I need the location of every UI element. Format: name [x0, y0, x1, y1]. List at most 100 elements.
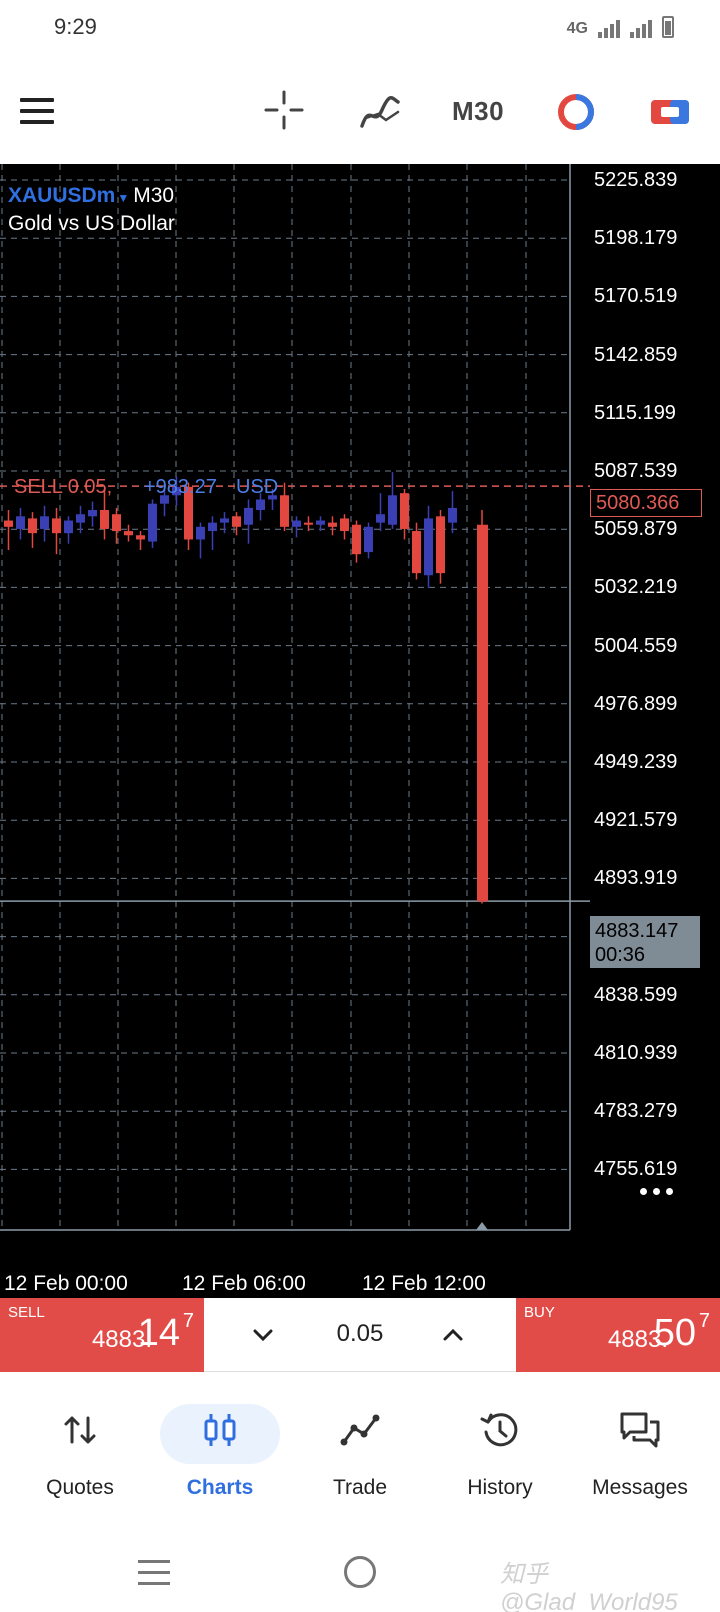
candle-body [388, 495, 397, 525]
buy-price-big: 50 [653, 1312, 696, 1354]
sell-price-sup: 7 [182, 1310, 194, 1332]
candle-body [328, 522, 337, 527]
system-navigation-bar: 知乎 @Glad_World95 [0, 1518, 720, 1612]
bottom-navigation: Quotes Charts Trade [0, 1372, 720, 1518]
watermark: 知乎 @Glad_World95 [500, 1561, 678, 1612]
price-tick-label: 5142.859 [594, 343, 678, 366]
nav-messages-label: Messages [592, 1476, 688, 1499]
nav-quotes[interactable]: Quotes [8, 1372, 152, 1518]
timeframe-button[interactable]: M30 [452, 96, 505, 126]
trade-bar: SELL 4883. 14 7 0.05 BUY 4883. 50 7 [0, 1298, 720, 1372]
chart-timeframe: M30 [133, 184, 175, 207]
candle-body [256, 499, 265, 511]
sort-arrows-icon [64, 1416, 96, 1444]
candle-body [88, 510, 97, 517]
nav-charts-label: Charts [186, 1476, 254, 1499]
candle-body [16, 516, 25, 529]
price-tick-label: 5032.219 [594, 576, 678, 599]
home-icon[interactable] [344, 1556, 376, 1588]
candle-body [76, 514, 85, 523]
candle-body [208, 522, 217, 532]
recent-apps-icon[interactable] [138, 1560, 170, 1586]
price-tick-label: 4921.579 [594, 809, 678, 832]
battery-icon [662, 16, 674, 38]
price-tick-label: 4755.619 [594, 1158, 678, 1181]
current-price: 4883.147 [595, 920, 679, 942]
candle-body [268, 495, 277, 500]
history-icon [480, 1413, 518, 1447]
candle-body [124, 531, 133, 536]
candle-body [136, 535, 145, 540]
price-tick-label: 5115.199 [594, 401, 676, 424]
candle-body [172, 486, 181, 496]
price-tick-label: 4893.919 [594, 867, 678, 890]
candle-body [424, 518, 433, 576]
chart-symbol-line[interactable]: XAUUSDm ▼ M30 [8, 184, 174, 208]
nav-history-label: History [467, 1476, 533, 1499]
chart-canvas[interactable] [0, 164, 720, 1298]
theme-icon[interactable] [556, 92, 596, 132]
candle-body [112, 514, 121, 532]
candle-body [64, 520, 73, 534]
current-bar-marker [476, 1222, 488, 1230]
buy-label: BUY [524, 1304, 555, 1321]
candle-body [412, 531, 421, 574]
price-tick-label: 4838.599 [594, 983, 678, 1006]
nav-trade[interactable]: Trade [288, 1372, 432, 1518]
chart-toolbar: M30 [0, 60, 720, 164]
candle-body [292, 520, 301, 527]
candle-body [316, 520, 325, 525]
sell-button[interactable]: SELL 4883. 14 7 [0, 1298, 204, 1372]
trend-line-icon [340, 1414, 380, 1446]
candle-body [352, 524, 361, 555]
network-type: 4G [566, 20, 588, 37]
candle-body [184, 486, 193, 540]
chart-symbol[interactable]: XAUUSDm [8, 184, 116, 207]
chevron-down-icon[interactable] [248, 1322, 278, 1348]
candle-body [52, 518, 61, 534]
candle-body [40, 516, 49, 529]
bar-countdown: 00:36 [595, 944, 646, 966]
order-profit: +983.27 [144, 476, 217, 498]
price-tick-label: 4810.939 [594, 1042, 678, 1064]
candle-body [304, 522, 313, 525]
chart-symbol-description: Gold vs US Dollar [8, 212, 175, 235]
buy-button[interactable]: BUY 4883. 50 7 [516, 1298, 720, 1372]
candle-body [4, 520, 13, 527]
price-tick-label: 4783.279 [594, 1100, 678, 1123]
candle-body [448, 507, 457, 523]
price-tick-label: 5087.539 [594, 460, 678, 482]
candle-body [376, 514, 385, 523]
lot-value[interactable]: 0.05 [336, 1320, 384, 1347]
price-tick-label: 5170.519 [594, 285, 678, 308]
one-click-trading-icon[interactable] [650, 96, 690, 128]
price-tick-label: 5225.839 [594, 169, 678, 191]
status-time: 9:29 [54, 14, 97, 39]
sell-label: SELL [8, 1304, 45, 1321]
lot-selector: 0.05 [204, 1298, 516, 1372]
candle-body [280, 495, 289, 527]
active-tab-indicator [160, 1404, 280, 1464]
order-label[interactable]: SELL 0.05, [14, 476, 113, 498]
more-icon[interactable] [640, 1188, 673, 1195]
crosshair-icon[interactable] [264, 90, 304, 130]
indicators-icon[interactable] [358, 92, 402, 132]
candlestick-icon [204, 1414, 236, 1446]
price-tick-label: 4949.239 [594, 751, 678, 773]
candle-body [244, 507, 253, 525]
chevron-up-icon[interactable] [438, 1322, 468, 1348]
candle-body [232, 516, 241, 527]
nav-trade-label: Trade [332, 1476, 388, 1499]
candle-body [196, 526, 205, 540]
nav-charts[interactable]: Charts [148, 1372, 292, 1518]
nav-quotes-label: Quotes [46, 1476, 114, 1499]
menu-icon[interactable] [20, 98, 54, 124]
candle-body [148, 503, 157, 542]
sell-price-big: 14 [137, 1312, 180, 1354]
nav-history[interactable]: History [428, 1372, 572, 1518]
nav-messages[interactable]: Messages [568, 1372, 712, 1518]
candle-body [220, 518, 229, 523]
price-chart[interactable]: XAUUSDm ▼ M30 Gold vs US Dollar SELL 0.05,… [0, 164, 720, 1298]
symbol-dropdown-icon[interactable]: ▼ [117, 191, 130, 205]
messages-icon [620, 1412, 660, 1448]
